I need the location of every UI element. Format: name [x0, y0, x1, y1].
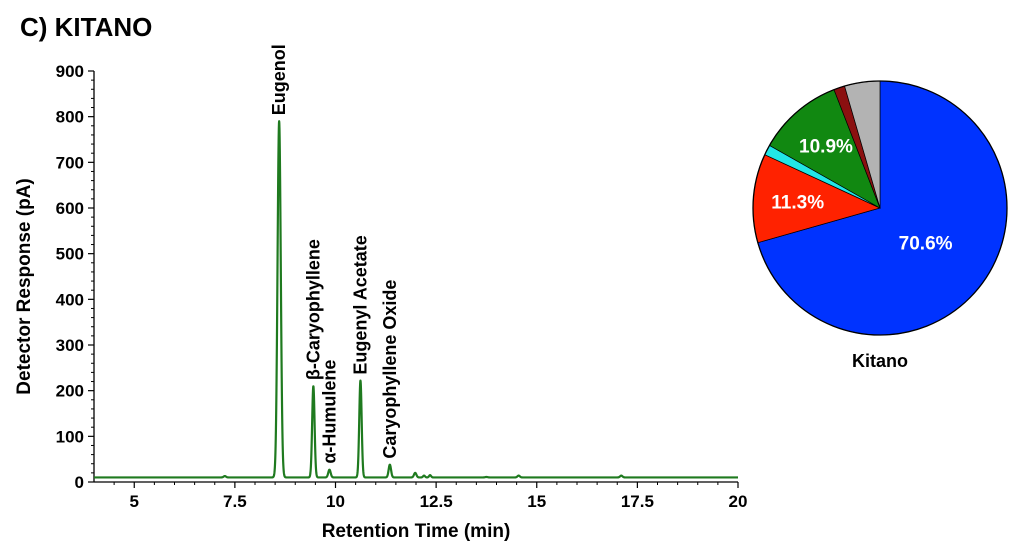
x-tick-label: 17.5: [621, 492, 654, 511]
y-tick-label: 300: [56, 336, 84, 355]
y-tick-label: 200: [56, 382, 84, 401]
peak-label: Eugenyl Acetate: [350, 235, 370, 374]
y-tick-label: 500: [56, 245, 84, 264]
x-tick-label: 20: [729, 492, 748, 511]
x-tick-label: 15: [527, 492, 546, 511]
x-tick-label: 5: [130, 492, 139, 511]
x-tick-label: 12.5: [420, 492, 453, 511]
y-tick-label: 100: [56, 427, 84, 446]
peak-label: α-Humulene: [319, 360, 339, 464]
chromatogram-trace: [93, 120, 739, 479]
y-tick-label: 700: [56, 153, 84, 172]
y-tick-label: 400: [56, 290, 84, 309]
x-axis-title: Retention Time (min): [322, 521, 511, 542]
y-tick-label: 800: [56, 108, 84, 127]
chromatogram-axes: 0 100 200 300 400 500 600 700 800 900 5 7.5 10 12.5 15…: [56, 62, 748, 511]
pie-outline: [752, 80, 1008, 336]
peak-label: Caryophyllene Oxide: [380, 280, 400, 459]
peak-label: Eugenol: [269, 44, 289, 115]
peak-label: β-Caryophyllene: [303, 239, 323, 380]
x-tick-label: 10: [326, 492, 345, 511]
pie-caption: Kitano: [852, 351, 908, 371]
pie-slice-label: 11.3%: [771, 193, 824, 214]
pie-slice-label: 70.6%: [899, 233, 953, 254]
y-tick-label: 600: [56, 199, 84, 218]
x-tick-label: 7.5: [223, 492, 247, 511]
y-tick-label: 0: [75, 473, 84, 492]
pie-slice-label: 10.9%: [799, 137, 853, 158]
y-tick-label: 900: [56, 62, 84, 81]
y-axis-title: Detector Response (pA): [14, 178, 35, 394]
composition-pie: 70.6% 11.3% 10.9%: [752, 80, 1008, 336]
panel-title: C) KITANO: [20, 12, 152, 42]
